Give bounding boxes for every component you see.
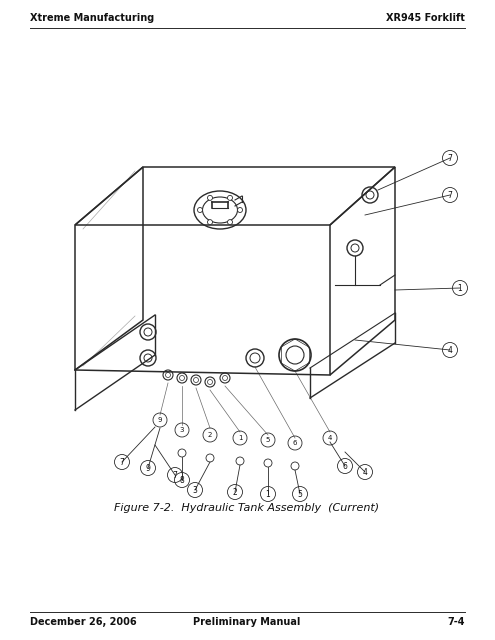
Circle shape (228, 195, 233, 200)
Text: 8: 8 (180, 476, 184, 484)
Text: 7: 7 (120, 458, 124, 467)
Text: XR945 Forklift: XR945 Forklift (386, 13, 465, 23)
Text: 7: 7 (173, 470, 177, 479)
Text: 3: 3 (193, 486, 198, 495)
Circle shape (207, 220, 212, 225)
Text: 2: 2 (233, 488, 238, 497)
Text: 5: 5 (297, 490, 302, 499)
Circle shape (207, 195, 212, 200)
Circle shape (238, 207, 243, 212)
Text: 4: 4 (328, 435, 332, 441)
Text: 4: 4 (362, 467, 367, 477)
Text: 7-4: 7-4 (447, 617, 465, 627)
Circle shape (228, 220, 233, 225)
Text: December 26, 2006: December 26, 2006 (30, 617, 137, 627)
Text: 7: 7 (447, 154, 452, 163)
Text: 2: 2 (208, 432, 212, 438)
Text: 1: 1 (266, 490, 270, 499)
Text: 9: 9 (158, 417, 162, 423)
Text: 4: 4 (447, 346, 452, 355)
Text: Xtreme Manufacturing: Xtreme Manufacturing (30, 13, 154, 23)
Text: Figure 7-2.  Hydraulic Tank Assembly  (Current): Figure 7-2. Hydraulic Tank Assembly (Cur… (114, 503, 380, 513)
Text: 6: 6 (343, 461, 347, 470)
Text: 1: 1 (457, 284, 462, 292)
Circle shape (198, 207, 202, 212)
Text: 6: 6 (293, 440, 297, 446)
Text: 3: 3 (180, 427, 184, 433)
Text: 9: 9 (146, 463, 150, 472)
Text: Preliminary Manual: Preliminary Manual (194, 617, 300, 627)
Text: 1: 1 (238, 435, 242, 441)
Text: 5: 5 (266, 437, 270, 443)
Text: 7: 7 (447, 191, 452, 200)
